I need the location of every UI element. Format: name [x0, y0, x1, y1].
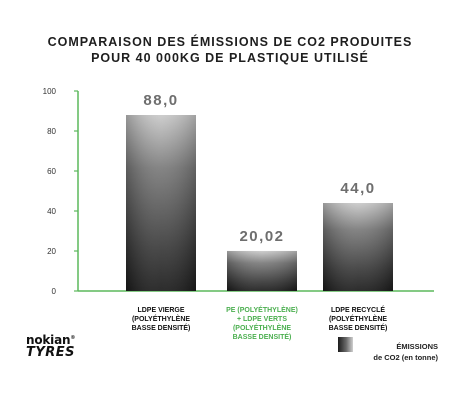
bar-value-label: 20,02 — [239, 228, 284, 245]
nokian-tyres-logo: nokian® TYRES — [26, 332, 96, 359]
logo-line-2: TYRES — [26, 345, 76, 360]
chart-title-line-1: COMPARAISON DES ÉMISSIONS DE CO2 PRODUIT… — [47, 35, 413, 49]
x-tick-label: BASSE DENSITÉ) — [233, 332, 292, 341]
registered-mark: ® — [70, 335, 76, 341]
bar-value-label: 44,0 — [340, 180, 375, 197]
x-tick-label: + LDPE VERTS — [237, 316, 287, 323]
legend-label: ÉMISSIONS de CO2 (en tonne) — [373, 341, 438, 363]
y-tick-label: 60 — [47, 167, 56, 176]
bar-shading — [227, 250, 297, 291]
bar-shading — [323, 203, 393, 291]
x-tick-label: (POLYÉTHYLÈNE — [132, 314, 190, 323]
x-tick-label: LDPE RECYCLÉ — [331, 305, 385, 314]
legend-swatch — [338, 337, 353, 352]
bar-shading — [126, 115, 196, 291]
x-tick-label: (POLYÉTHYLÈNE — [233, 323, 291, 332]
y-tick-label: 100 — [43, 87, 57, 96]
chart-title: COMPARAISON DES ÉMISSIONS DE CO2 PRODUIT… — [0, 34, 460, 66]
x-tick-label: LDPE VIERGE — [137, 307, 184, 314]
x-tick-label: BASSE DENSITÉ) — [132, 323, 191, 332]
logo-line-1: nokian — [26, 333, 71, 347]
legend-label-line-2: de CO2 (en tonne) — [373, 353, 438, 362]
bar-value-label: 88,0 — [143, 92, 178, 109]
x-tick-label: (POLYÉTHYLÈNE — [329, 314, 387, 323]
legend-label-line-1: ÉMISSIONS — [396, 342, 438, 351]
y-tick-label: 0 — [52, 287, 57, 296]
y-tick-label: 40 — [47, 207, 56, 216]
x-tick-label: BASSE DENSITÉ) — [329, 323, 388, 332]
y-tick-label: 80 — [47, 127, 56, 136]
y-tick-label: 20 — [47, 247, 56, 256]
x-tick-label: PE (POLYÉTHYLÈNE) — [226, 305, 298, 314]
chart-title-line-2: POUR 40 000KG DE PLASTIQUE UTILISÉ — [91, 51, 369, 65]
